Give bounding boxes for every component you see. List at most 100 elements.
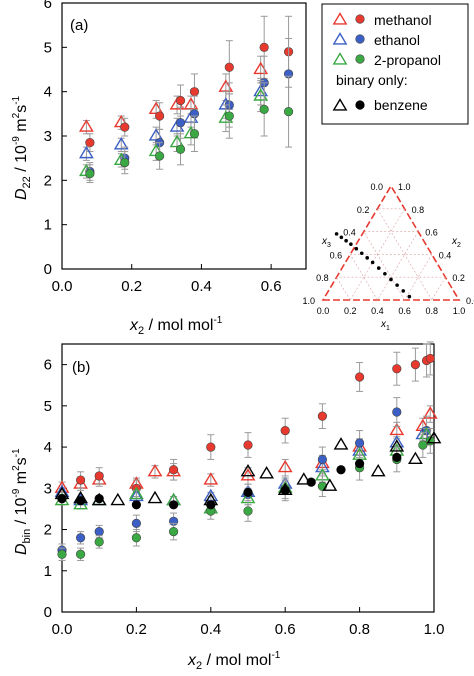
panel-b-xtick-label: 0.4 [200,621,221,638]
ternary-grid-line [377,231,419,301]
panel-a-series-2-propanol-triangle [78,80,269,179]
panel-b-point [128,486,144,500]
panel-a-xlabel: x2 / mol mol-1 [129,315,223,337]
panel-b-point [243,506,253,516]
legend-triangle-marker [332,12,348,25]
panel-a-axes: 0 1 2 3 4 5 6 0.0 0.2 0.4 0.6 [44,0,282,295]
panel-b-point [425,353,435,364]
panel-a-label: (a) [70,17,88,34]
legend-triangle-marker [332,98,348,111]
legend-circle-marker [355,54,365,64]
legend-entry-label: methanol [374,12,432,28]
panel-b-point [131,518,141,528]
panel-a-point [120,122,130,132]
legend: methanol ethanol 2-propanol binary only: b… [321,3,469,125]
panel-b-xtick-label: 0.8 [349,621,370,638]
panel-b-point [410,360,421,370]
panel-b-point [336,465,346,475]
ternary-bottom-tick: 0.4 [371,306,384,316]
panel-a-point [85,138,95,148]
panel-b-point [280,425,290,436]
panel-a-point [155,111,165,121]
legend-circle-marker [355,100,365,110]
panel-b-point [277,459,293,473]
panel-a-point [155,151,165,161]
panel-b-point [206,500,216,510]
panel-a-point [78,119,94,132]
panel-a: (a) 0 1 2 3 4 5 6 0.0 0.2 0.4 0.6 D22 / 10-9 m2s-1… [11,0,307,337]
ternary-right-tick: 0.4 [439,250,452,260]
legend-circle-marker [355,14,365,24]
panel-a-point [283,107,294,117]
ternary-point [359,251,364,256]
panel-b-point [389,422,405,436]
ternary-point [376,266,381,270]
panel-b: (b) 0 1 2 3 4 5 6 0.0 0.2 0.4 0.6 0.8 1.0 Dbin / 10-… [11,341,444,672]
ternary-grid-line [363,231,405,301]
legend-entry-methanol: methanol [332,12,432,28]
panel-b-point [94,526,104,537]
ternary-point [407,294,412,299]
ternary-left-tick: 0.2 [357,205,370,215]
ternary-left-tick: 1.0 [302,296,315,306]
panel-b-point [147,490,163,504]
panel-b-xtick-label: 0.2 [126,621,147,638]
panel-a-point [175,118,186,128]
panel-a-point [175,95,186,106]
ternary-grid-line [336,277,351,301]
panel-a-series-methanol-triangle [78,55,269,135]
panel-a-point [78,145,94,159]
panel-a-point [175,144,186,154]
panel-b-frame [61,343,435,613]
panel-b-label: (b) [72,359,90,376]
ternary-point [354,246,359,251]
ternary-point [370,260,375,265]
panel-b-point [169,500,179,510]
panel-b-ytick-label: 1 [44,563,52,580]
ternary-right-axis-label: x2 [451,236,461,249]
ternary-right-tick: 0.6 [425,228,438,238]
panel-a-ytick-label: 6 [44,0,52,12]
ternary-right-tick: 1.0 [398,182,411,192]
ternary-right-tick: 0.2 [452,273,465,283]
ternary-points [334,232,412,299]
panel-b-series-methanol-circle [57,341,435,506]
panel-b-ytick-label: 5 [44,398,52,415]
panel-b-point [426,430,442,444]
panel-b-point [317,454,328,465]
panel-b-point [206,442,216,452]
legend-triangle-marker [332,32,348,45]
ternary-bottom-tick: 1.0 [453,306,466,316]
panel-a-marks [78,15,294,184]
panel-b-point [57,549,67,559]
panel-a-ylabel: D22 / 10-9 m2s-1 [11,95,33,200]
panel-b-ylabel: Dbin / 10-9 m2s-1 [11,448,33,555]
panel-a-point [259,104,269,114]
ternary-right-tick: 0.8 [412,205,425,215]
panel-b-point [75,475,86,485]
panel-b-series-methanol-triangle [54,405,438,495]
ternary-grid-line [377,208,433,301]
panel-a-point [120,158,130,168]
panel-b-series-ethanol-triangle [54,426,431,506]
panel-a-point [189,87,200,97]
ternary-point [349,242,353,246]
panel-b-point [392,407,402,417]
panel-a-point [113,136,129,150]
ternary-bottom-tick: 0.0 [317,306,330,316]
panel-b-ytick-label: 4 [44,439,52,456]
legend-triangle-marker [332,52,348,65]
ternary-grid [336,208,446,301]
panel-a-ytick-label: 3 [44,128,52,145]
panel-b-point [407,451,423,465]
panel-a-series-ethanol-triangle [78,77,269,161]
panel-b-point [94,494,104,504]
legend-circle-marker [355,34,365,44]
panel-a-xtick-label: 0.2 [121,278,142,295]
legend-benzene-label: benzene [374,97,428,113]
panel-b-point [131,533,141,543]
panel-b-series-benzene-circle [57,452,402,510]
panel-b-point [75,533,86,543]
legend-binary-heading: binary only: [336,72,408,88]
panel-a-xtick-label: 0.4 [191,278,212,295]
